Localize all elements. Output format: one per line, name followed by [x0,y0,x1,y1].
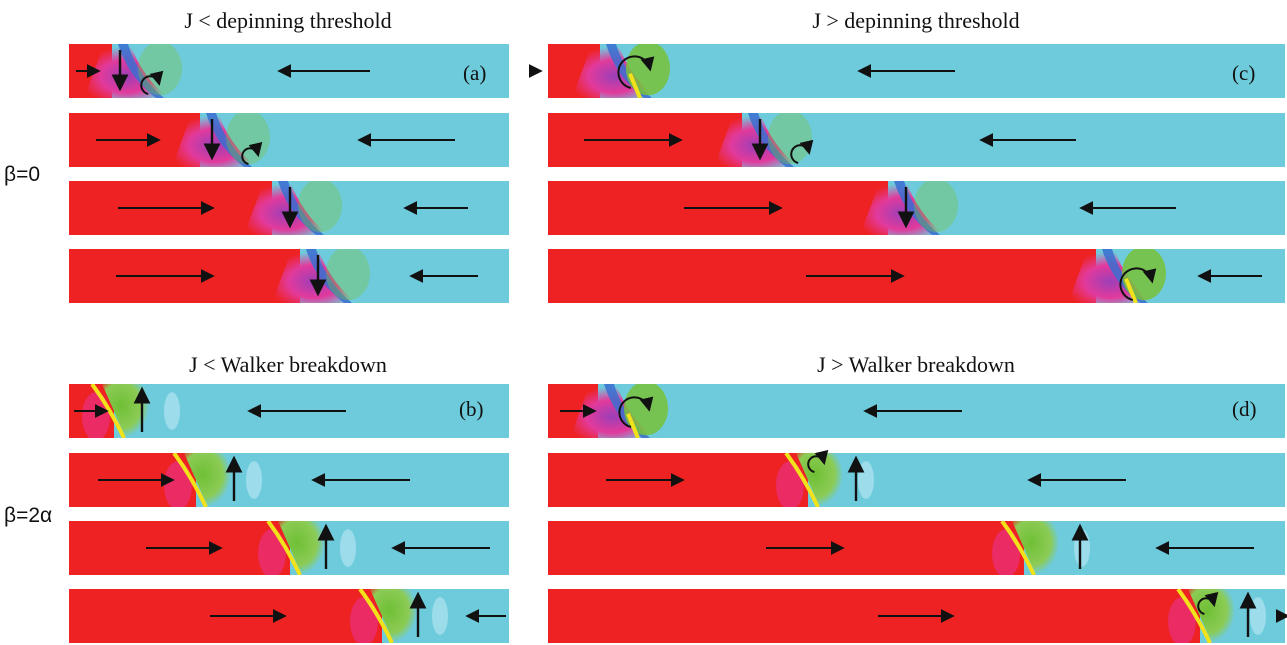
title-top-right: J > depinning threshold [812,8,1019,33]
domain-strip [69,384,509,438]
domain-strip [548,384,1285,438]
left-domain [548,589,1200,643]
domain-strip [548,181,1285,235]
domain-strip [69,589,509,643]
precession-loop-arrow [241,141,263,165]
panel-tag-c: (c) [1232,61,1255,85]
domain-strip [69,453,509,507]
domain-strip [69,44,509,98]
domain-strip [548,44,1285,98]
domain-strip [69,113,509,167]
domain-strip [548,449,1285,507]
panel-tag-b: (b) [459,397,484,421]
panel-tag-d: (d) [1232,397,1257,421]
domain-strip [548,589,1285,643]
precession-loop-arrow [807,449,829,473]
domain-strip [548,113,1285,167]
precession-loop-arrow [790,139,814,164]
domain-strip [548,521,1285,575]
panel-tag-a: (a) [463,61,486,85]
precession-loop-arrow [1197,591,1219,615]
title-bottom-left: J < Walker breakdown [189,352,387,377]
title-bottom-right: J > Walker breakdown [817,352,1015,377]
precession-loop-arrow [1119,267,1157,301]
domain-strip [548,249,1285,303]
title-top-left: J < depinning threshold [184,8,391,33]
precession-loop-arrow [618,396,654,428]
row-label-beta-two-alpha: β=2α [4,504,52,527]
domain-strip [69,249,509,303]
strip-layer [69,44,1285,643]
domain-strip [69,181,509,235]
domain-strip [69,521,509,575]
row-label-beta-zero: β=0 [4,163,40,186]
precession-loop-arrow [140,70,164,95]
precession-loop-arrow [617,55,655,89]
